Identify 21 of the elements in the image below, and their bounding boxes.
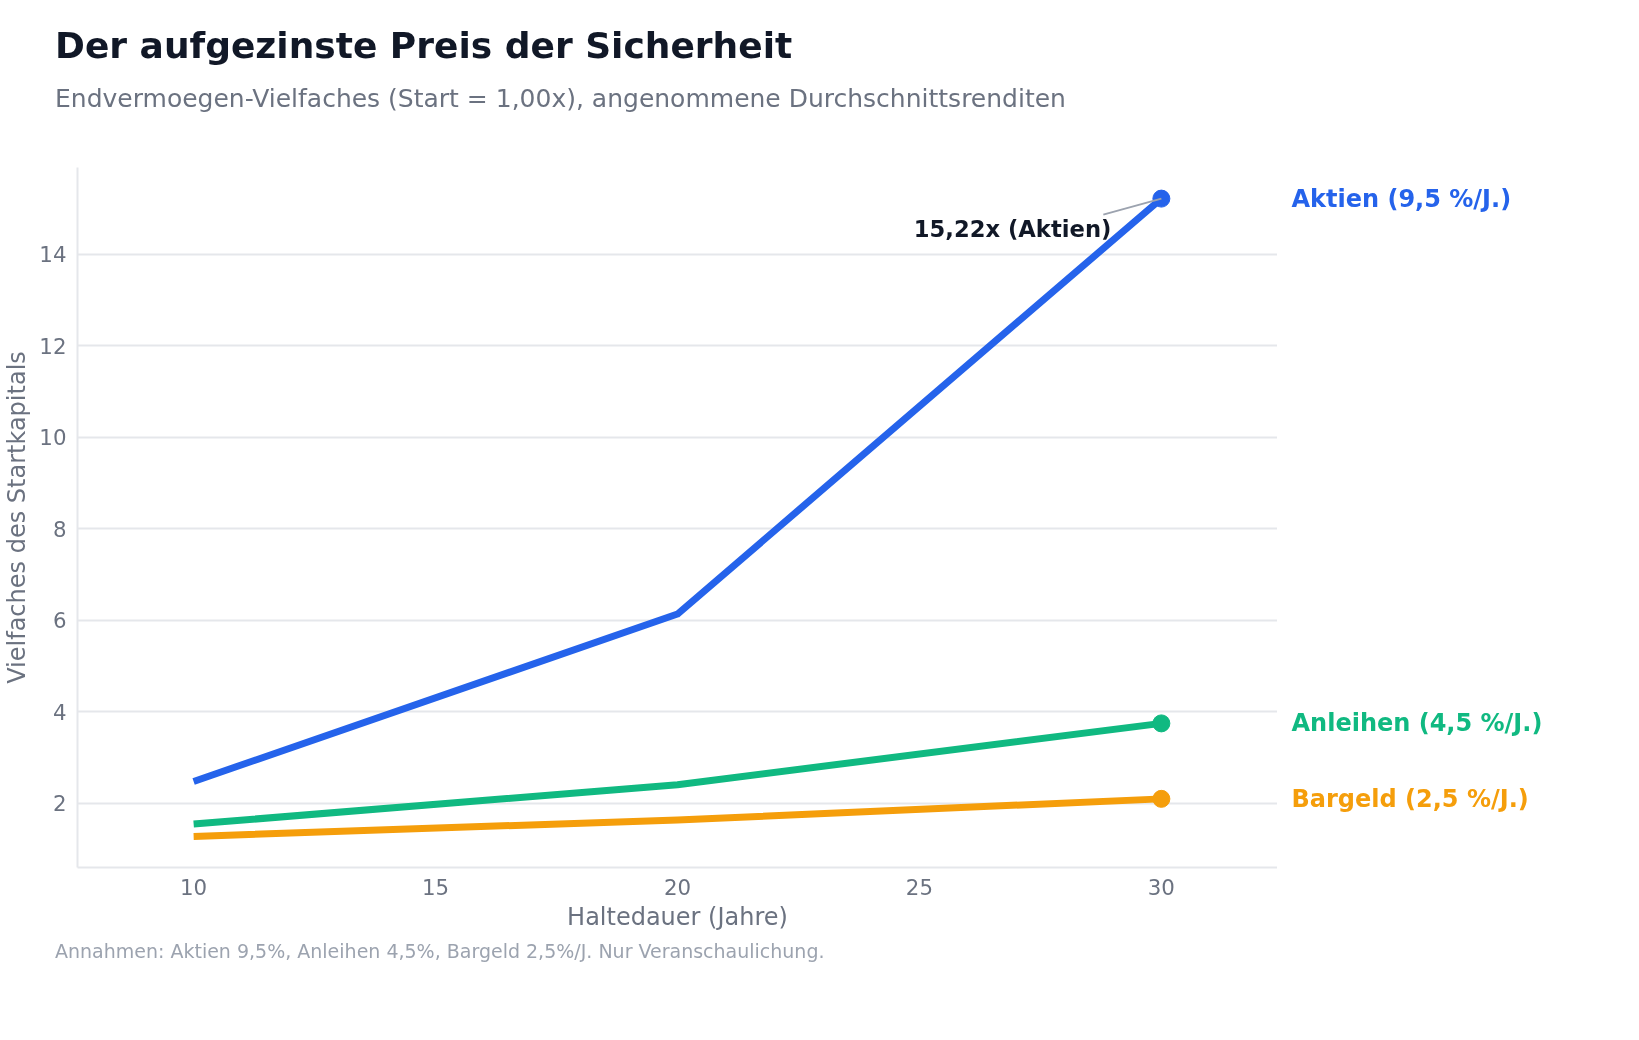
y-tick-label: 8 xyxy=(52,517,67,543)
chart-subtitle: Endvermoegen-Vielfaches (Start = 1,00x), angenommene Durchschnittsrenditen xyxy=(55,83,1066,116)
x-tick-label: 10 xyxy=(180,874,208,900)
y-tick-label: 6 xyxy=(52,608,67,634)
x-axis-title: Haltedauer (Jahre) xyxy=(567,902,788,931)
x-tick-label: 25 xyxy=(905,874,934,900)
y-tick-label: 14 xyxy=(39,242,67,268)
text: Bargeld (2,5 %/J.) xyxy=(1291,785,1529,813)
y-tick-label: 2 xyxy=(52,791,67,817)
y-tick-label: 12 xyxy=(39,334,67,360)
text: Aktien (9,5 %/J.) xyxy=(1291,184,1512,213)
annotation: 15,22x (Aktien) xyxy=(913,215,1112,242)
chart-title: Der aufgezinste Preis der Sicherheit xyxy=(55,24,793,68)
y-axis-title: Vielfaches des Startkapitals xyxy=(3,351,32,684)
text: Annahmen: Aktien 9,5%, Anleihen 4,5%, Bargeld 2,5%/J. Nur Veranschaulichung. xyxy=(55,939,825,965)
x-tick-label: 15 xyxy=(421,874,450,900)
y-tick-label: 10 xyxy=(39,425,67,451)
text: Anleihen (4,5 %/J.) xyxy=(1291,709,1543,738)
x-tick-label: 30 xyxy=(1147,874,1175,900)
y-tick-label: 4 xyxy=(52,700,67,726)
x-tick-label: 20 xyxy=(663,874,692,900)
